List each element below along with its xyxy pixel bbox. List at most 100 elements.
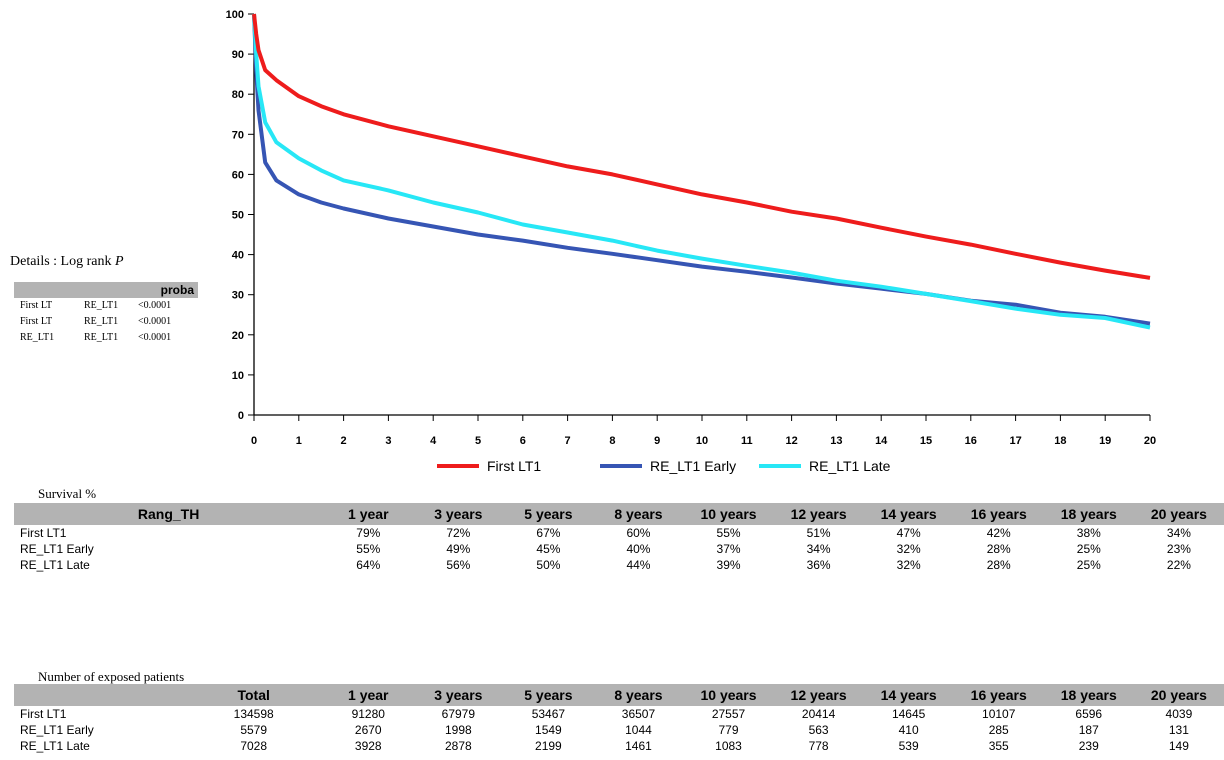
table-row: RE_LT1 Early 5579 2670 1998 1549 1044 779 563 41… bbox=[14, 722, 1224, 738]
exposed-cell: 239 bbox=[1078, 739, 1099, 753]
survival-table: Rang_TH 1 year 3 years 5 years 8 years 10 yea… bbox=[14, 503, 1224, 573]
survival-header-cell: 3 years bbox=[434, 506, 483, 522]
survival-cell: 28% bbox=[986, 542, 1011, 556]
details-cell-p: <0.0001 bbox=[138, 316, 172, 327]
details-table: proba First LT RE_LT1 <0.0001 First LT RE_LT… bbox=[14, 282, 198, 346]
x-tick-label: 2 bbox=[341, 435, 347, 447]
y-tick-label: 70 bbox=[232, 129, 244, 141]
exposed-row-label: RE_LT1 Early bbox=[20, 723, 94, 737]
x-tick-label: 19 bbox=[1099, 435, 1111, 447]
survival-row-label: First LT1 bbox=[20, 526, 67, 540]
x-tick-label: 10 bbox=[696, 435, 708, 447]
x-tick-label: 16 bbox=[965, 435, 977, 447]
y-tick-label: 20 bbox=[232, 330, 244, 342]
table-row: RE_LT1 Late 7028 3928 2878 2199 1461 1083 778 53… bbox=[14, 738, 1224, 754]
survival-cell: 37% bbox=[716, 542, 741, 556]
exposed-cell: 779 bbox=[718, 723, 739, 737]
survival-header-cell: 8 years bbox=[614, 506, 663, 522]
x-tick-label: 6 bbox=[520, 435, 526, 447]
y-tick-label: 100 bbox=[226, 9, 244, 21]
y-tick-label: 10 bbox=[232, 370, 244, 382]
exposed-cell: 14645 bbox=[891, 707, 926, 721]
chart-series bbox=[252, 13, 1151, 330]
table-row: RE_LT1 Late 64% 56% 50% 44% 39% 36% 32% 28% 25% 22… bbox=[14, 557, 1224, 573]
survival-cell: 39% bbox=[716, 558, 741, 572]
table-row: First LT1 79% 72% 67% 60% 55% 51% 47% 42% 38% 34% bbox=[14, 525, 1224, 541]
exposed-cell: 10107 bbox=[982, 707, 1016, 721]
survival-cell: 55% bbox=[716, 526, 741, 540]
exposed-cell: 2878 bbox=[444, 739, 472, 753]
x-tick-label: 8 bbox=[609, 435, 615, 447]
details-cell-a: RE_LT1 bbox=[20, 332, 55, 343]
exposed-cell: 27557 bbox=[711, 707, 746, 721]
table-row: First LT1 134598 91280 67979 53467 36507 27557… bbox=[14, 706, 1224, 722]
survival-cell: 55% bbox=[356, 542, 381, 556]
survival-cell: 28% bbox=[986, 558, 1011, 572]
survival-cell: 36% bbox=[806, 558, 831, 572]
details-cell-b: RE_LT1 bbox=[84, 332, 119, 343]
survival-cell: 23% bbox=[1166, 542, 1191, 556]
survival-cell: 25% bbox=[1076, 558, 1101, 572]
exposed-header-cell: 5 years bbox=[503, 684, 594, 706]
chart-legend: First LT1 RE_LT1 Early RE_LT1 Late bbox=[437, 458, 891, 474]
legend-label: RE_LT1 Early bbox=[650, 458, 736, 474]
exposed-title: Number of exposed patients bbox=[38, 669, 185, 684]
survival-header-cell: 10 years bbox=[700, 506, 757, 522]
exposed-cell: 2670 bbox=[354, 723, 382, 737]
exposed-row-label: First LT1 bbox=[20, 707, 67, 721]
y-tick-label: 40 bbox=[232, 250, 244, 262]
exposed-cell: 1461 bbox=[625, 739, 652, 753]
survival-header-cell: 14 years bbox=[880, 506, 937, 522]
survival-row-label: RE_LT1 Late bbox=[20, 558, 90, 572]
x-tick-label: 0 bbox=[251, 435, 257, 447]
exposed-cell: 1044 bbox=[625, 723, 652, 737]
details-title: Details : Log rank P bbox=[10, 254, 124, 270]
y-tick-label: 0 bbox=[238, 410, 244, 422]
exposed-cell: 1549 bbox=[535, 723, 562, 737]
survival-cell: 67% bbox=[536, 526, 561, 540]
survival-cell: 72% bbox=[446, 526, 471, 540]
exposed-cell: 53467 bbox=[531, 707, 566, 721]
legend-label: First LT1 bbox=[487, 458, 541, 474]
survival-cell: 79% bbox=[356, 526, 381, 540]
x-tick-label: 11 bbox=[741, 435, 753, 447]
survival-cell: 50% bbox=[536, 558, 561, 572]
y-tick-label: 90 bbox=[232, 49, 244, 61]
exposed-header-cell: 12 years bbox=[773, 684, 864, 706]
details-cell-b: RE_LT1 bbox=[84, 316, 119, 327]
details-title-text: Details : Log rank bbox=[10, 254, 112, 269]
exposed-header-cell: 14 years bbox=[863, 684, 954, 706]
survival-header-cell: 1 year bbox=[348, 506, 389, 522]
exposed-cell: 7028 bbox=[240, 739, 268, 753]
exposed-cell: 187 bbox=[1078, 723, 1099, 737]
survival-cell: 64% bbox=[356, 558, 381, 572]
survival-header-cell: 16 years bbox=[970, 506, 1027, 522]
exposed-cell: 355 bbox=[988, 739, 1009, 753]
exposed-cell: 149 bbox=[1168, 739, 1189, 753]
x-tick-label: 5 bbox=[475, 435, 481, 447]
survival-header-cell: 20 years bbox=[1150, 506, 1207, 522]
survival-cell: 32% bbox=[896, 558, 921, 572]
exposed-cell: 4039 bbox=[1165, 707, 1193, 721]
x-tick-label: 7 bbox=[565, 435, 571, 447]
details-cell-a: First LT bbox=[20, 316, 53, 327]
exposed-cell: 91280 bbox=[351, 707, 385, 721]
exposed-cell: 2199 bbox=[535, 739, 562, 753]
survival-cell: 42% bbox=[986, 526, 1011, 540]
details-cell-a: First LT bbox=[20, 300, 53, 311]
exposed-header-cell bbox=[14, 684, 185, 706]
exposed-cell: 36507 bbox=[621, 707, 656, 721]
exposed-cell: 539 bbox=[898, 739, 919, 753]
exposed-cell: 563 bbox=[808, 723, 829, 737]
survival-body: First LT1 79% 72% 67% 60% 55% 51% 47% 42% 38% 34% R… bbox=[14, 525, 1224, 573]
survival-cell: 44% bbox=[626, 558, 651, 572]
exposed-header-cell: 16 years bbox=[953, 684, 1044, 706]
series-line-2 bbox=[252, 13, 1151, 330]
y-tick-label: 30 bbox=[232, 290, 244, 302]
details-body: First LT RE_LT1 <0.0001 First LT RE_LT1 <0.00… bbox=[14, 298, 198, 346]
survival-title: Survival % bbox=[38, 486, 97, 501]
exposed-cell: 6596 bbox=[1075, 707, 1103, 721]
exposed-header-cell: 10 years bbox=[683, 684, 774, 706]
